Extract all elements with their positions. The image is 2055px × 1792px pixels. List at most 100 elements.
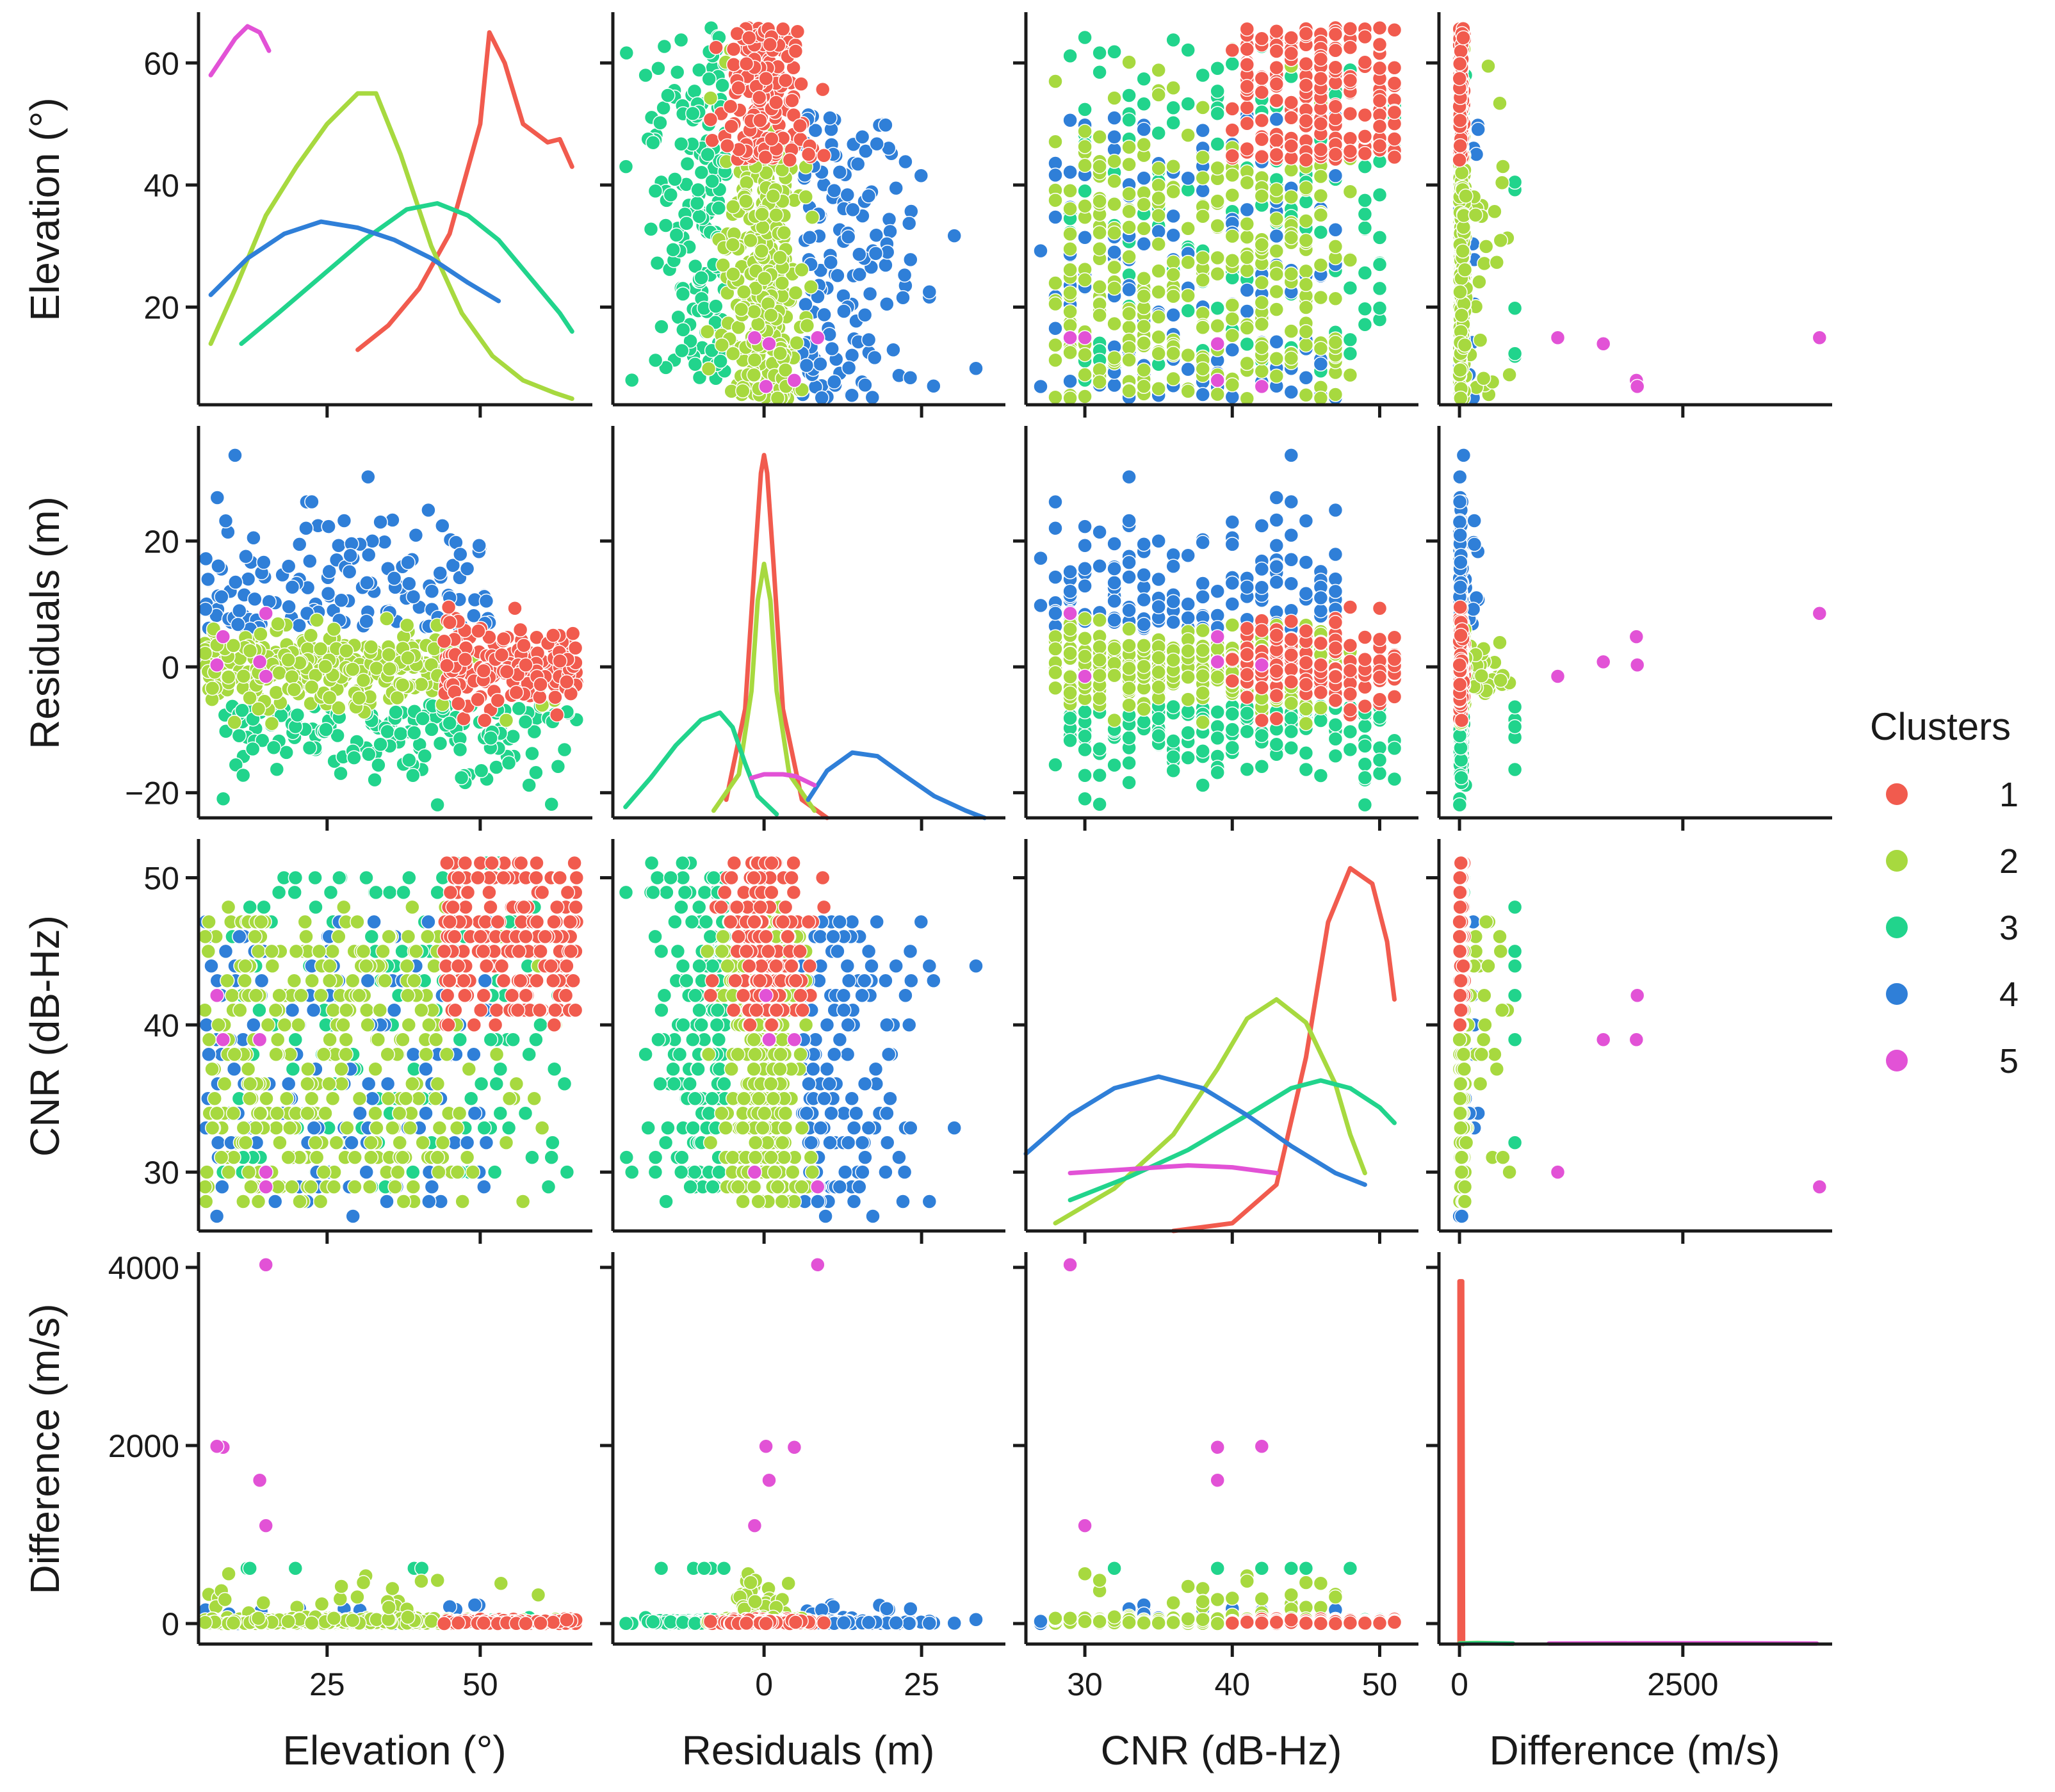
scatter-point-cluster-4: [1107, 110, 1122, 126]
scatter-point-cluster-1: [516, 638, 532, 653]
scatter-point-cluster-4: [246, 530, 261, 546]
scatter-point-cluster-3: [550, 759, 566, 774]
scatter-point-cluster-3: [1454, 770, 1469, 786]
scatter-point-cluster-1: [1342, 599, 1358, 615]
scatter-point-cluster-1: [1372, 138, 1388, 154]
scatter-point-cluster-3: [1224, 56, 1240, 72]
scatter-point-cluster-4: [386, 571, 402, 586]
scatter-point-cluster-3: [1386, 771, 1402, 787]
scatter-point-cluster-4: [1136, 617, 1151, 632]
scatter-point-cluster-2: [1195, 642, 1210, 658]
scatter-point-cluster-2: [1077, 124, 1092, 139]
scatter-point-cluster-1: [1269, 23, 1285, 39]
scatter-point-cluster-4: [1062, 373, 1078, 389]
scatter-point-cluster-1: [494, 647, 510, 663]
scatter-point-cluster-4: [478, 593, 494, 609]
scatter-point-cluster-1: [1328, 60, 1344, 75]
scatter-point-cluster-1: [1254, 31, 1270, 47]
scatter-point-cluster-4: [1107, 612, 1122, 628]
panel-elevation-vs-difference-m-s: [1426, 12, 1832, 418]
scatter-point-cluster-2: [715, 257, 731, 273]
scatter-point-cluster-1: [1269, 44, 1285, 59]
scatter-point-cluster-2: [1313, 168, 1329, 184]
scatter-point-cluster-3: [673, 136, 689, 152]
scatter-point-cluster-3: [1092, 767, 1107, 783]
scatter-point-cluster-3: [1342, 346, 1358, 361]
scatter-point-cluster-1: [1224, 101, 1240, 117]
scatter-point-cluster-4: [1062, 583, 1078, 599]
scatter-point-cluster-4: [1298, 513, 1314, 529]
scatter-point-cluster-4: [304, 494, 320, 510]
scatter-point-cluster-1: [790, 24, 806, 39]
scatter-point-cluster-3: [619, 45, 635, 61]
scatter-point-cluster-4: [1092, 558, 1107, 574]
scatter-point-cluster-2: [770, 390, 786, 406]
scatter-point-cluster-3: [442, 715, 457, 731]
scatter-point-cluster-4: [256, 555, 272, 570]
scatter-point-cluster-1: [751, 90, 767, 105]
scatter-point-cluster-4: [1470, 122, 1486, 137]
scatter-point-cluster-2: [1254, 237, 1270, 252]
scatter-point-cluster-4: [218, 513, 234, 529]
scatter-point-cluster-2: [1254, 275, 1270, 291]
scatter-point-cluster-2: [1180, 669, 1196, 685]
scatter-point-cluster-1: [1269, 688, 1285, 704]
scatter-point-cluster-2: [242, 690, 257, 706]
scatter-point-cluster-3: [1357, 193, 1373, 208]
scatter-point-cluster-2: [738, 193, 754, 209]
scatter-point-cluster-4: [1048, 569, 1063, 585]
scatter-point-cluster-4: [808, 122, 824, 138]
scatter-point-cluster-3: [1239, 336, 1255, 352]
scatter-point-cluster-4: [802, 229, 818, 245]
scatter-point-cluster-4: [291, 537, 307, 552]
scatter-point-cluster-3: [215, 791, 231, 807]
scatter-point-cluster-4: [1077, 229, 1092, 245]
scatter-point-cluster-4: [400, 555, 416, 571]
scatter-point-cluster-1: [546, 628, 561, 643]
scatter-point-cluster-2: [1121, 220, 1137, 235]
scatter-point-cluster-1: [1313, 116, 1329, 131]
scatter-point-cluster-3: [1357, 770, 1373, 786]
scatter-point-cluster-2: [1224, 188, 1240, 203]
scatter-point-cluster-4: [364, 534, 380, 549]
scatter-point-cluster-1: [1239, 57, 1255, 72]
scatter-point-cluster-3: [346, 750, 362, 765]
scatter-point-cluster-3: [1507, 346, 1523, 361]
scatter-point-cluster-2: [1151, 309, 1166, 325]
scatter-point-cluster-3: [701, 71, 717, 86]
scatter-point-cluster-1: [1372, 118, 1388, 134]
scatter-point-cluster-4: [435, 518, 450, 534]
scatter-point-cluster-3: [511, 701, 527, 716]
scatter-point-cluster-3: [1507, 762, 1523, 778]
scatter-point-cluster-3: [1224, 722, 1240, 737]
scatter-point-cluster-4: [1313, 603, 1329, 619]
scatter-point-cluster-1: [1239, 667, 1255, 683]
scatter-point-cluster-4: [343, 548, 358, 563]
scatter-point-cluster-2: [1121, 352, 1137, 368]
scatter-point-cluster-3: [1357, 719, 1373, 734]
scatter-point-cluster-2: [754, 206, 770, 222]
scatter-point-cluster-2: [399, 617, 415, 633]
y-tick-label: 40: [143, 168, 179, 204]
scatter-point-cluster-2: [1195, 170, 1210, 186]
scatter-point-cluster-1: [775, 21, 791, 37]
scatter-point-cluster-4: [1328, 546, 1344, 562]
scatter-point-cluster-4: [1466, 513, 1482, 528]
scatter-point-cluster-4: [865, 389, 881, 405]
scatter-point-cluster-1: [793, 76, 809, 92]
scatter-point-cluster-2: [1077, 611, 1092, 626]
scatter-point-cluster-2: [777, 362, 793, 378]
scatter-point-cluster-4: [1254, 580, 1270, 595]
scatter-point-cluster-3: [690, 182, 706, 198]
scatter-point-cluster-4: [852, 266, 867, 282]
scatter-point-cluster-4: [408, 527, 424, 543]
scatter-point-cluster-2: [1239, 263, 1255, 279]
scatter-point-cluster-4: [1033, 550, 1048, 566]
kde-curve-cluster-1: [355, 30, 574, 352]
scatter-point-cluster-2: [1048, 192, 1063, 208]
scatter-point-cluster-4: [1166, 208, 1181, 224]
scatter-point-cluster-3: [658, 218, 674, 233]
scatter-point-cluster-1: [1452, 113, 1468, 128]
scatter-point-cluster-3: [1239, 705, 1255, 721]
scatter-point-cluster-3: [694, 165, 710, 180]
